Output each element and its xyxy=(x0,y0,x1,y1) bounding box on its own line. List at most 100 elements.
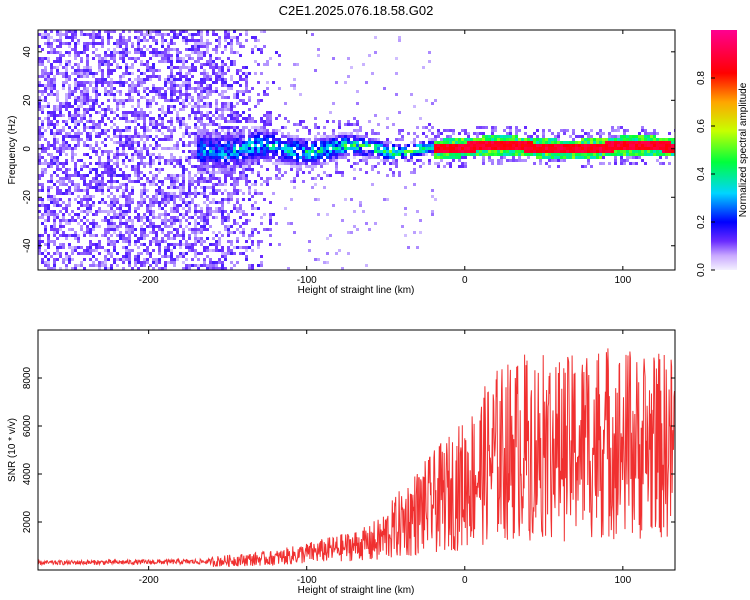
heatmap-cell xyxy=(527,147,530,150)
heatmap-cell xyxy=(38,240,41,243)
heatmap-cell xyxy=(176,147,179,150)
heatmap-cell xyxy=(59,63,62,66)
heatmap-cell xyxy=(245,147,248,150)
heatmap-cell xyxy=(59,60,62,63)
heatmap-cell xyxy=(614,150,617,153)
heatmap-cell xyxy=(116,198,119,201)
heatmap-cell xyxy=(164,39,167,42)
heatmap-cell xyxy=(119,117,122,120)
heatmap-cell xyxy=(155,75,158,78)
heatmap-cell xyxy=(239,69,242,72)
heatmap-cell xyxy=(260,192,263,195)
heatmap-cell xyxy=(587,147,590,150)
heatmap-cell xyxy=(221,114,224,117)
heatmap-cell xyxy=(443,165,446,168)
heatmap-cell xyxy=(227,66,230,69)
heatmap-cell xyxy=(233,63,236,66)
heatmap-cell xyxy=(116,51,119,54)
heatmap-cell xyxy=(233,222,236,225)
heatmap-cell xyxy=(200,129,203,132)
heatmap-cell xyxy=(173,33,176,36)
heatmap-cell xyxy=(80,120,83,123)
heatmap-cell xyxy=(158,78,161,81)
heatmap-cell xyxy=(188,141,191,144)
heatmap-cell xyxy=(233,147,236,150)
heatmap-cell xyxy=(644,132,647,135)
heatmap-cell xyxy=(269,177,272,180)
heatmap-cell xyxy=(215,243,218,246)
heatmap-cell xyxy=(161,39,164,42)
heatmap-cell xyxy=(239,216,242,219)
heatmap-cell xyxy=(455,156,458,159)
heatmap-cell xyxy=(470,141,473,144)
heatmap-cell xyxy=(491,132,494,135)
heatmap-cell xyxy=(476,150,479,153)
heatmap-cell xyxy=(98,246,101,249)
heatmap-cell xyxy=(332,138,335,141)
heatmap-cell xyxy=(251,231,254,234)
heatmap-cell xyxy=(599,156,602,159)
heatmap-cell xyxy=(557,159,560,162)
heatmap-cell xyxy=(110,198,113,201)
heatmap-cell xyxy=(236,150,239,153)
heatmap-cell xyxy=(251,168,254,171)
heatmap-cell xyxy=(143,132,146,135)
heatmap-cell xyxy=(140,189,143,192)
heatmap-cell xyxy=(173,165,176,168)
heatmap-cell xyxy=(251,150,254,153)
heatmap-cell xyxy=(137,93,140,96)
heatmap-cell xyxy=(350,135,353,138)
heatmap-cell xyxy=(212,198,215,201)
heatmap-cell xyxy=(65,147,68,150)
heatmap-cell xyxy=(80,60,83,63)
heatmap-cell xyxy=(83,249,86,252)
heatmap-cell xyxy=(116,207,119,210)
heatmap-cell xyxy=(170,93,173,96)
heatmap-cell xyxy=(104,54,107,57)
heatmap-cell xyxy=(545,147,548,150)
heatmap-cell xyxy=(179,75,182,78)
heatmap-cell xyxy=(386,147,389,150)
heatmap-cell xyxy=(365,141,368,144)
heatmap-cell xyxy=(335,147,338,150)
heatmap-cell xyxy=(53,93,56,96)
heatmap-cell xyxy=(56,237,59,240)
x-tick-label: 100 xyxy=(614,575,631,586)
heatmap-cell xyxy=(122,177,125,180)
heatmap-cell xyxy=(137,252,140,255)
heatmap-cell xyxy=(635,162,638,165)
heatmap-cell xyxy=(542,138,545,141)
heatmap-cell xyxy=(467,147,470,150)
heatmap-cell xyxy=(107,39,110,42)
heatmap-cell xyxy=(521,147,524,150)
heatmap-cell xyxy=(452,144,455,147)
heatmap-cell xyxy=(164,162,167,165)
heatmap-cell xyxy=(137,177,140,180)
heatmap-cell xyxy=(347,252,350,255)
heatmap-cell xyxy=(296,162,299,165)
heatmap-cell xyxy=(116,141,119,144)
heatmap-cell xyxy=(161,36,164,39)
heatmap-cell xyxy=(320,162,323,165)
heatmap-cell xyxy=(230,87,233,90)
heatmap-cell xyxy=(629,150,632,153)
heatmap-cell xyxy=(245,159,248,162)
heatmap-cell xyxy=(200,114,203,117)
heatmap-cell xyxy=(89,81,92,84)
heatmap-cell xyxy=(56,60,59,63)
heatmap-cell xyxy=(350,66,353,69)
heatmap-cell xyxy=(428,129,431,132)
heatmap-cell xyxy=(530,138,533,141)
heatmap-cell xyxy=(56,189,59,192)
heatmap-cell xyxy=(227,213,230,216)
heatmap-cell xyxy=(221,60,224,63)
heatmap-cell xyxy=(56,204,59,207)
heatmap-cell xyxy=(425,147,428,150)
heatmap-cell xyxy=(185,99,188,102)
heatmap-cell xyxy=(269,159,272,162)
heatmap-cell xyxy=(191,99,194,102)
heatmap-cell xyxy=(512,153,515,156)
heatmap-cell xyxy=(323,261,326,264)
heatmap-cell xyxy=(527,135,530,138)
heatmap-cell xyxy=(203,219,206,222)
